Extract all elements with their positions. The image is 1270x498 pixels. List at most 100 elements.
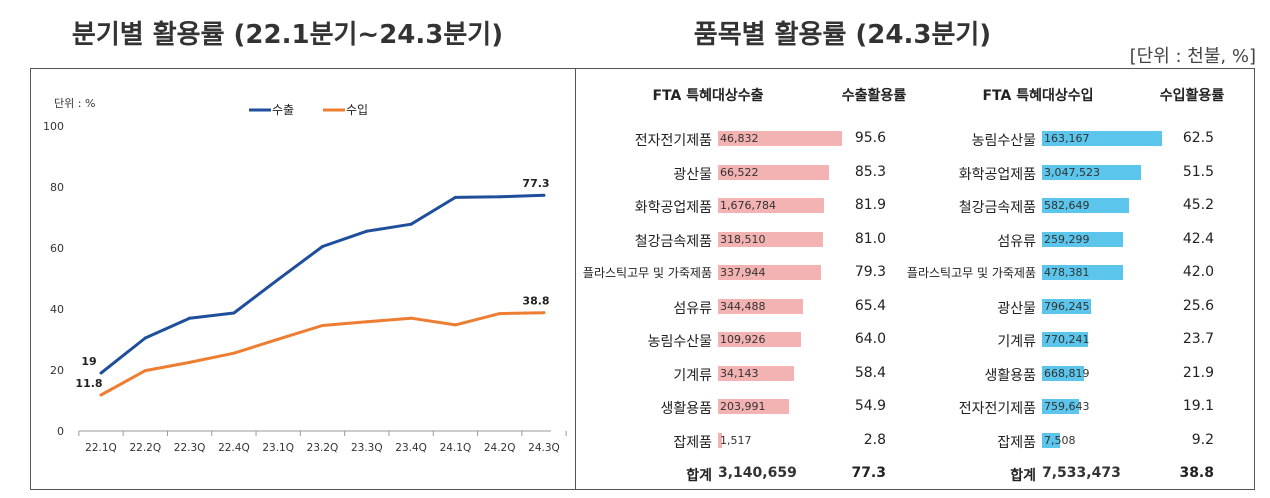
export-item-label: 플라스틱고무 및 가죽제품 bbox=[582, 266, 712, 280]
import-amount-label: 478,381 bbox=[1044, 266, 1090, 279]
x-tick-label: 23.2Q bbox=[307, 442, 339, 454]
export-rate-label: 58.4 bbox=[854, 364, 886, 381]
data-point bbox=[232, 351, 236, 355]
x-tick-label: 23.4Q bbox=[395, 442, 427, 454]
export-total-label: 합계 bbox=[686, 468, 712, 484]
legend-label-export: 수출 bbox=[272, 103, 294, 117]
export-amount-label: 318,510 bbox=[720, 232, 766, 246]
x-tick-label: 24.1Q bbox=[440, 442, 472, 454]
export-total-amount: 3,140,659 bbox=[718, 465, 797, 481]
import-bar bbox=[1042, 332, 1088, 347]
data-point bbox=[542, 311, 546, 315]
export-bar bbox=[718, 332, 801, 347]
import-total-rate: 38.8 bbox=[1179, 465, 1214, 481]
import-bar bbox=[1042, 432, 1060, 448]
export-amount-label: 109,926 bbox=[720, 333, 766, 346]
import-rate-label: 42.0 bbox=[1182, 264, 1214, 280]
export-amount-label: 1,517 bbox=[720, 433, 752, 447]
import-bar bbox=[1042, 399, 1079, 414]
export-item-label: 화학공업제품 bbox=[634, 200, 712, 216]
data-point bbox=[143, 336, 147, 340]
table-chart-title: 품목별 활용률 (24.3분기) bbox=[693, 20, 992, 50]
import-item-label: 기계류 bbox=[997, 334, 1036, 350]
export-rate-label: 95.6 bbox=[854, 130, 886, 146]
export-item-label: 전자전기제품 bbox=[634, 133, 712, 149]
import-amount-label: 770,241 bbox=[1044, 333, 1090, 346]
data-point bbox=[409, 316, 413, 320]
x-tick-label: 22.4Q bbox=[218, 442, 250, 454]
data-point bbox=[188, 316, 192, 320]
data-point bbox=[276, 277, 280, 281]
data-point bbox=[542, 193, 546, 197]
import-rate-label: 19.1 bbox=[1182, 398, 1214, 414]
import-item-label: 잡제품 bbox=[997, 434, 1036, 451]
table-unit-label: [단위 : 천불, %] bbox=[1129, 46, 1256, 67]
import-amount-label: 759,643 bbox=[1044, 400, 1090, 413]
import-rate-header: 수입활용률 bbox=[1159, 88, 1225, 104]
export-rate-label: 79.3 bbox=[854, 264, 886, 280]
data-point bbox=[498, 195, 502, 199]
import-rate-label: 9.2 bbox=[1191, 431, 1214, 448]
import-rate-label: 25.6 bbox=[1182, 297, 1214, 314]
data-point bbox=[365, 229, 369, 233]
import-bar bbox=[1042, 265, 1123, 280]
export-amount-label: 1,676,784 bbox=[720, 199, 776, 212]
export-rate-label: 85.3 bbox=[854, 163, 886, 180]
export-bar bbox=[718, 432, 722, 448]
table-chart-panel: FTA 특혜대상수출 수출활용률 FTA 특혜대상수입 수입활용률 전자전기제품… bbox=[575, 68, 1255, 490]
line-chart: 단위 : % 수출 수입 0 20 40 60 80 100 22.1Q 22.2Q 22.3Q… bbox=[43, 97, 567, 454]
import-amount-label: 3,047,523 bbox=[1044, 165, 1100, 179]
export-item-label: 생활용품 bbox=[660, 401, 712, 417]
y-tick-label: 100 bbox=[43, 120, 64, 133]
import-amount-label: 796,245 bbox=[1044, 299, 1090, 313]
x-tick-label: 23.1Q bbox=[262, 442, 294, 454]
unit-label: 단위 : % bbox=[54, 97, 95, 110]
export-amount-label: 34,143 bbox=[720, 366, 759, 380]
import-item-label: 생활용품 bbox=[984, 367, 1036, 384]
import-total-amount: 7,533,473 bbox=[1042, 465, 1121, 481]
x-tick-label: 22.1Q bbox=[85, 442, 117, 454]
data-label: 19 bbox=[81, 355, 96, 368]
import-rate-label: 51.5 bbox=[1182, 163, 1214, 180]
line-chart-title: 분기별 활용률 (22.1분기~24.3분기) bbox=[71, 20, 504, 50]
data-point bbox=[453, 323, 457, 327]
import-bar bbox=[1042, 298, 1092, 314]
import-item-label: 농림수산물 bbox=[971, 133, 1036, 149]
data-label: 38.8 bbox=[522, 295, 549, 308]
import-amount-label: 668,819 bbox=[1044, 366, 1090, 380]
legend-label-import: 수입 bbox=[346, 103, 368, 117]
export-item-label: 섬유류 bbox=[673, 300, 712, 317]
x-tick-label: 23.3Q bbox=[351, 442, 383, 454]
series-line-export bbox=[100, 193, 545, 375]
import-bar bbox=[1042, 231, 1124, 247]
import-bar bbox=[1042, 198, 1129, 213]
x-tick-label: 22.2Q bbox=[129, 442, 161, 454]
import-rate-label: 45.2 bbox=[1182, 197, 1214, 213]
data-point bbox=[99, 393, 103, 397]
import-rate-label: 21.9 bbox=[1182, 364, 1214, 381]
y-tick-label: 60 bbox=[50, 242, 64, 255]
export-item-label: 농림수산물 bbox=[647, 334, 712, 350]
data-point bbox=[321, 244, 324, 248]
export-amount-label: 66,522 bbox=[720, 165, 759, 179]
import-bar bbox=[1042, 131, 1162, 146]
data-point bbox=[143, 369, 147, 373]
import-bar bbox=[1042, 164, 1141, 180]
export-bar bbox=[718, 198, 825, 213]
export-bar bbox=[718, 298, 803, 314]
export-rate-label: 81.9 bbox=[854, 197, 886, 213]
import-item-label: 철강금속제품 bbox=[958, 200, 1036, 216]
data-point bbox=[321, 323, 324, 327]
import-rate-label: 42.4 bbox=[1182, 230, 1214, 247]
export-bar bbox=[718, 231, 824, 247]
data-point bbox=[409, 222, 413, 226]
data-point bbox=[276, 337, 280, 341]
export-item-label: 철강금속제품 bbox=[634, 233, 712, 250]
import-item-label: 전자전기제품 bbox=[958, 401, 1036, 417]
import-bar bbox=[1042, 365, 1084, 381]
x-tick-label: 24.3Q bbox=[528, 442, 560, 454]
export-bar bbox=[718, 365, 794, 381]
import-item-label: 플라스틱고무 및 가죽제품 bbox=[906, 266, 1036, 280]
import-item-label: 섬유류 bbox=[997, 233, 1036, 250]
legend: 수출 수입 bbox=[249, 103, 368, 117]
